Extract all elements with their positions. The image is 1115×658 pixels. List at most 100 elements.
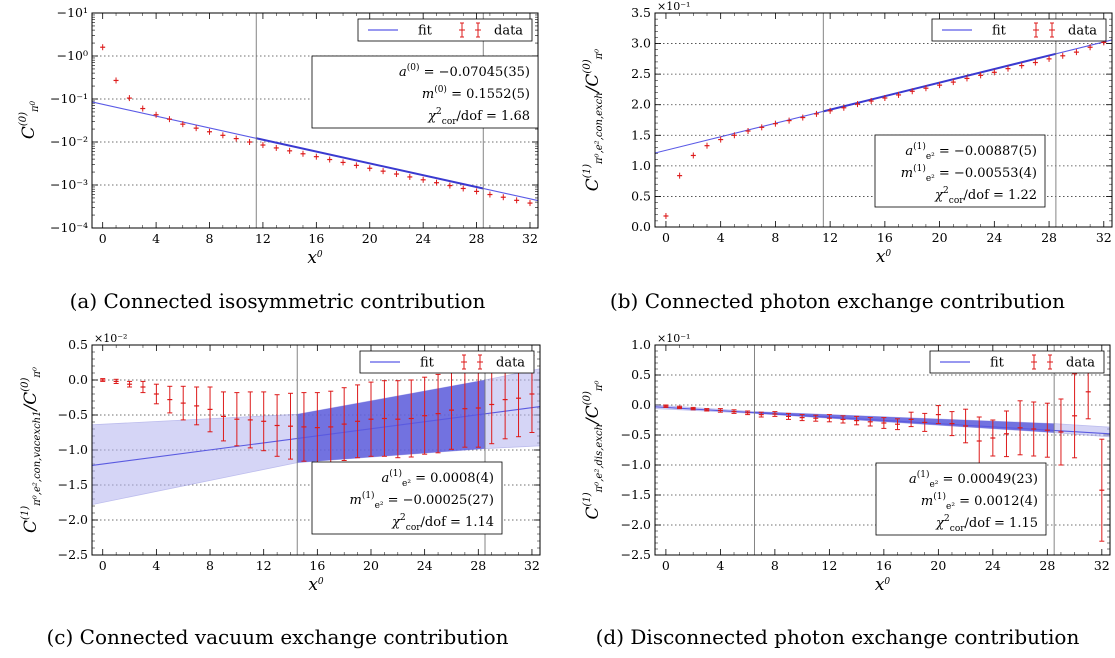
fit-param-2: m(0) = 0.1552(5) — [422, 84, 530, 102]
y-axis-label-group: C(1)π⁰,e²,con,exch/C(0)π⁰ — [582, 49, 605, 191]
x-tick-label: 0 — [662, 230, 670, 245]
legend-box — [357, 18, 533, 42]
y-axis-multiplier: ×10⁻² — [94, 332, 127, 345]
x-tick-label: 28 — [470, 558, 486, 573]
x-tick-label: 12 — [256, 558, 272, 573]
y-tick-label: 1.0 — [631, 158, 651, 173]
legend-fit-label: fit — [418, 24, 433, 39]
x-tick-label: 20 — [932, 230, 948, 245]
y-tick-label: −2.0 — [58, 512, 88, 527]
fit-params-box — [311, 461, 503, 535]
x-tick-label: 20 — [362, 231, 378, 246]
x-tick-label: 28 — [1039, 558, 1055, 573]
y-tick-label: −2.5 — [621, 547, 651, 562]
y-axis-label: C(1)π⁰,e²,dis,exch/C(0)π⁰ — [582, 380, 605, 519]
y-tick-label: 0.0 — [68, 372, 88, 387]
x-tick-label: 32 — [1094, 558, 1110, 573]
x-axis-label: x0 — [876, 247, 892, 267]
x-tick-label: 4 — [717, 230, 725, 245]
fit-param-2: m(1)e² = −0.00553(4) — [901, 163, 1037, 184]
x-tick-label: 12 — [821, 558, 837, 573]
y-tick-label: −2.5 — [58, 547, 88, 562]
y-axis-label-group: C(1)π⁰,e²,dis,exch/C(0)π⁰ — [582, 380, 605, 519]
y-tick-label: 3.0 — [631, 36, 651, 51]
chart-panel-a: −10¹ −10⁰ −10⁻¹ −10⁻² −10⁻³ −10⁻⁴ 0 4 8 12 16 20 24 2… — [0, 0, 555, 280]
y-tick-label: −2.0 — [621, 517, 651, 532]
y-tick-label: −1.0 — [58, 442, 88, 457]
y-axis-label: C(0)π0 — [18, 100, 41, 139]
y-axis-label: C(1)π⁰,e²,con,vacexch1/C(0)π⁰ — [20, 367, 43, 533]
x-tick-label: 20 — [363, 558, 379, 573]
y-tick-label: 1.5 — [631, 127, 651, 142]
plot-frame — [91, 344, 541, 556]
x-tick-label: 0 — [99, 558, 107, 573]
fit-param-2: m(1)e² = −0.00025(27) — [349, 490, 494, 511]
plot-area-c — [92, 355, 540, 506]
fit-param-3: χ2cor/dof = 1.68 — [427, 107, 530, 127]
caption-a: (a) Connected isosymmetric contribution — [69, 289, 486, 313]
x-tick-label: 32 — [1096, 230, 1112, 245]
chart-panel-b: 0.0 0.5 1.0 1.5 2.0 2.5 3.0 3.5 0 4 8 12 16 20 24 28 32 f… — [560, 0, 1115, 280]
y-axis-label-group: C(1)π⁰,e²,con,vacexch1/C(0)π⁰ — [20, 367, 43, 533]
y-tick-label: 0.0 — [631, 397, 651, 412]
chart-panel-d: −2.5 −2.0 −1.5 −1.0 −0.5 0.0 0.5 1.0 0 4 8 12 16 20 24… — [560, 330, 1115, 615]
y-tick-label: −10¹ — [57, 5, 88, 20]
fit-param-3: χ2cor/dof = 1.14 — [391, 513, 494, 533]
y-axis-label-group: C(0)π0 — [18, 100, 41, 139]
x-tick-label: 4 — [152, 558, 160, 573]
x-tick-label: 0 — [99, 231, 107, 246]
chart-svg-b: 0.0 0.5 1.0 1.5 2.0 2.5 3.0 3.5 0 4 8 12 16 20 24 28 32 f… — [582, 0, 1113, 267]
legend-fit-label: fit — [420, 356, 435, 371]
y-tick-label: −10⁻¹ — [50, 91, 88, 106]
chart-panel-c: −2.5 −2.0 −1.5 −1.0 −0.5 0.0 0.5 0 4 8 12 16 20 24 28 3… — [0, 330, 555, 615]
x-tick-label: 4 — [152, 231, 160, 246]
plot-frame — [654, 12, 1113, 228]
legend-fit-label: fit — [992, 24, 1007, 39]
y-axis-multiplier: ×10⁻¹ — [657, 0, 690, 13]
caption-b: (b) Connected photon exchange contributi… — [609, 289, 1066, 313]
y-tick-label: 0.5 — [631, 188, 651, 203]
caption-d: (d) Disconnected photon exchange contrib… — [595, 625, 1080, 649]
fit-line-window — [256, 137, 484, 190]
x-tick-label: 8 — [206, 558, 214, 573]
y-axis-multiplier: ×10⁻¹ — [657, 332, 690, 345]
x-tick-label: 4 — [716, 558, 724, 573]
fit-params-box — [875, 462, 1047, 536]
fit-param-1: a(1)e² = −0.00887(5) — [905, 141, 1037, 162]
legend-data-label: data — [496, 356, 525, 371]
fit-band-region — [297, 380, 486, 463]
y-tick-label: 0.5 — [631, 367, 651, 382]
fit-param-2: m(1)e² = 0.0012(4) — [921, 491, 1038, 512]
y-tick-label: −10⁰ — [57, 48, 88, 63]
x-tick-label: 28 — [1041, 230, 1057, 245]
y-tick-label: −1.5 — [621, 487, 651, 502]
x-tick-label: 8 — [771, 558, 779, 573]
y-tick-label: −10⁻⁴ — [50, 220, 88, 235]
chart-svg-c: −2.5 −2.0 −1.5 −1.0 −0.5 0.0 0.5 0 4 8 12 16 20 24 28 3… — [20, 332, 541, 595]
legend-box — [931, 18, 1107, 42]
legend-data-label: data — [1068, 24, 1097, 39]
x-tick-label: 20 — [930, 558, 946, 573]
x-tick-label: 8 — [771, 230, 779, 245]
y-tick-label: −1.5 — [58, 477, 88, 492]
x-tick-label: 24 — [986, 230, 1002, 245]
y-tick-label: 2.0 — [631, 97, 651, 112]
x-tick-label: 24 — [417, 558, 433, 573]
plot-area-b — [655, 39, 1112, 219]
legend-data-label: data — [494, 24, 523, 39]
y-tick-label: −1.0 — [621, 457, 651, 472]
x-tick-label: 16 — [876, 558, 892, 573]
x-tick-label: 16 — [877, 230, 893, 245]
x-tick-label: 24 — [985, 558, 1001, 573]
y-tick-label: −0.5 — [58, 407, 88, 422]
x-tick-label: 12 — [822, 230, 838, 245]
fit-param-1: a(1)e² = 0.00049(23) — [909, 469, 1038, 490]
y-tick-label: 2.5 — [631, 66, 651, 81]
plot-frame — [654, 344, 1111, 556]
x-tick-label: 32 — [522, 231, 538, 246]
legend-data-label: data — [1066, 356, 1095, 371]
x-tick-label: 24 — [415, 231, 431, 246]
legend-fit-label: fit — [990, 356, 1005, 371]
x-axis-label: x0 — [875, 575, 891, 595]
x-axis-label: x0 — [307, 248, 323, 268]
